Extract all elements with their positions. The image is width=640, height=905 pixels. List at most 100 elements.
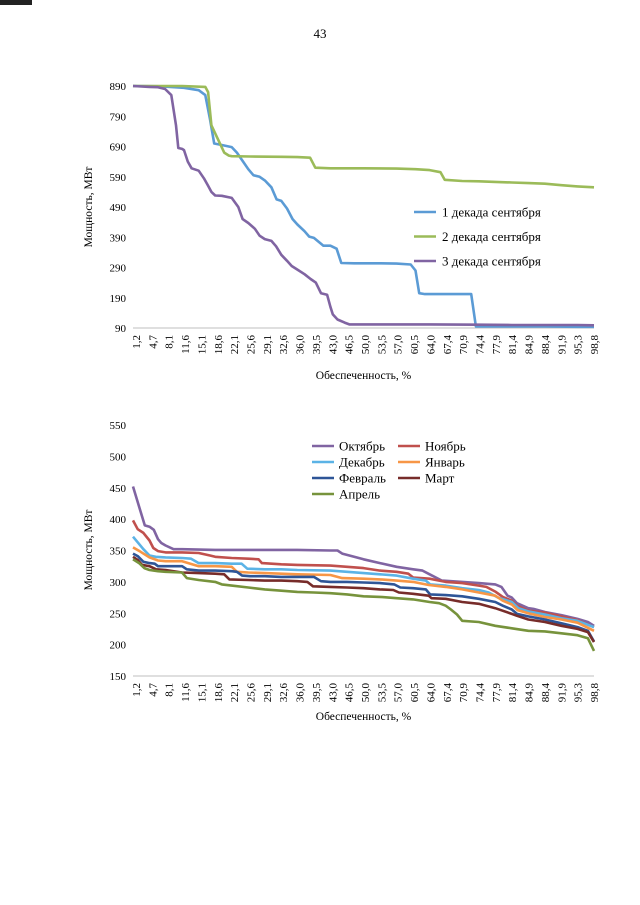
y-tick-label: 490 <box>110 202 127 214</box>
series-line <box>132 535 595 629</box>
x-tick-label: 39,5 <box>311 683 323 703</box>
x-tick-label: 11,6 <box>180 683 192 702</box>
series-line <box>132 558 596 652</box>
x-axis-title: Обеспеченность, % <box>316 711 412 723</box>
x-tick-label: 46,5 <box>344 683 356 703</box>
y-tick-label: 690 <box>110 142 127 154</box>
y-tick-label: 250 <box>110 608 127 620</box>
x-tick-label: 18,6 <box>213 335 225 355</box>
x-tick-label: 60,5 <box>409 335 421 355</box>
x-tick-label: 25,6 <box>246 335 258 355</box>
series-line <box>132 84 594 329</box>
x-tick-label: 67,4 <box>442 335 454 355</box>
legend-label: Январь <box>425 455 465 470</box>
x-tick-label: 11,6 <box>180 335 192 354</box>
y-tick-label: 390 <box>110 232 127 244</box>
x-tick-label: 74,4 <box>475 683 487 703</box>
y-tick-label: 500 <box>110 451 127 463</box>
legend-label: 3 декада сентября <box>442 254 541 269</box>
legend-label: Ноябрь <box>425 439 466 454</box>
legend-label: Декабрь <box>339 455 385 470</box>
y-tick-label: 890 <box>110 81 127 93</box>
series-line <box>132 546 595 632</box>
series-line <box>132 552 596 643</box>
x-tick-label: 67,4 <box>442 683 454 703</box>
x-axis-title: Обеспеченность, % <box>316 370 412 382</box>
x-tick-label: 8,1 <box>164 335 176 349</box>
x-tick-label: 29,1 <box>262 683 274 702</box>
x-tick-label: 77,9 <box>491 335 503 355</box>
series-line <box>133 84 595 189</box>
x-tick-label: 18,6 <box>213 683 225 703</box>
x-tick-label: 53,5 <box>376 335 388 355</box>
x-tick-label: 84,9 <box>524 683 536 703</box>
x-tick-label: 4,7 <box>147 335 159 349</box>
x-tick-label: 98,8 <box>589 335 601 355</box>
y-tick-label: 400 <box>110 514 127 526</box>
y-axis-title: Мощность, МВт <box>83 167 95 248</box>
x-tick-label: 29,1 <box>262 335 274 354</box>
x-tick-label: 74,4 <box>475 335 487 355</box>
x-tick-label: 32,6 <box>278 335 290 355</box>
y-tick-label: 150 <box>110 671 127 683</box>
legend-label: Март <box>425 471 455 486</box>
x-tick-label: 88,4 <box>540 335 552 355</box>
x-tick-label: 36,0 <box>295 683 307 703</box>
x-tick-label: 95,3 <box>573 683 585 703</box>
x-tick-label: 64,0 <box>425 335 437 355</box>
x-tick-label: 70,9 <box>458 335 470 355</box>
x-tick-label: 15,1 <box>196 335 208 354</box>
series-line <box>131 519 595 629</box>
x-tick-label: 70,9 <box>458 683 470 703</box>
y-tick-label: 200 <box>110 640 127 652</box>
x-tick-label: 1,2 <box>131 335 143 349</box>
x-tick-label: 4,7 <box>147 683 159 697</box>
y-tick-label: 450 <box>110 483 127 495</box>
legend-label: Апрель <box>339 487 380 502</box>
x-tick-label: 46,5 <box>344 335 356 355</box>
x-tick-label: 77,9 <box>491 683 503 703</box>
y-tick-label: 790 <box>110 111 127 123</box>
x-tick-label: 98,8 <box>589 683 601 703</box>
y-tick-label: 550 <box>110 420 127 432</box>
x-tick-label: 53,5 <box>376 683 388 703</box>
x-tick-label: 81,4 <box>507 335 519 355</box>
series-line <box>131 486 595 627</box>
x-tick-label: 81,4 <box>507 683 519 703</box>
y-tick-label: 290 <box>110 263 127 275</box>
x-tick-label: 95,3 <box>573 335 585 355</box>
chart-monthly-power: 550 500 450 400 350 300 250 200 150 1,2 4,7 8,1 11,6… <box>83 420 601 723</box>
x-tick-label: 91,9 <box>556 335 568 355</box>
legend-label: Октябрь <box>339 439 385 454</box>
x-tick-label: 64,0 <box>425 683 437 703</box>
legend-label: Февраль <box>339 471 386 486</box>
y-tick-label: 590 <box>110 172 127 184</box>
x-tick-label: 43,0 <box>327 335 339 355</box>
y-tick-label: 300 <box>110 577 127 589</box>
x-tick-label: 22,1 <box>229 683 241 702</box>
x-tick-label: 32,6 <box>278 683 290 703</box>
x-tick-label: 91,9 <box>556 683 568 703</box>
y-tick-label: 350 <box>110 546 127 558</box>
x-tick-label: 43,0 <box>327 683 339 703</box>
scan-corner-mark <box>0 0 32 5</box>
x-tick-label: 88,4 <box>540 683 552 703</box>
x-tick-label: 84,9 <box>524 335 536 355</box>
chart-september-decades: 890 790 690 590 490 390 290 190 90 1,2 4,7 8,1 11,6 1… <box>83 81 601 382</box>
x-tick-label: 60,5 <box>409 683 421 703</box>
series-line <box>132 555 596 643</box>
y-tick-label: 190 <box>110 293 127 305</box>
x-tick-label: 1,2 <box>131 683 143 697</box>
x-tick-label: 57,0 <box>393 683 405 703</box>
legend-label: 1 декада сентября <box>442 205 541 220</box>
x-tick-label: 36,0 <box>295 335 307 355</box>
x-tick-label: 25,6 <box>246 683 258 703</box>
y-axis-title: Мощность, МВт <box>83 510 95 591</box>
x-tick-label: 50,0 <box>360 683 372 703</box>
legend-label: 2 декада сентября <box>442 229 541 244</box>
series-line <box>132 84 595 327</box>
x-tick-label: 22,1 <box>229 335 241 354</box>
x-tick-label: 8,1 <box>164 683 176 697</box>
x-tick-label: 57,0 <box>393 335 405 355</box>
y-tick-label: 90 <box>115 323 127 335</box>
